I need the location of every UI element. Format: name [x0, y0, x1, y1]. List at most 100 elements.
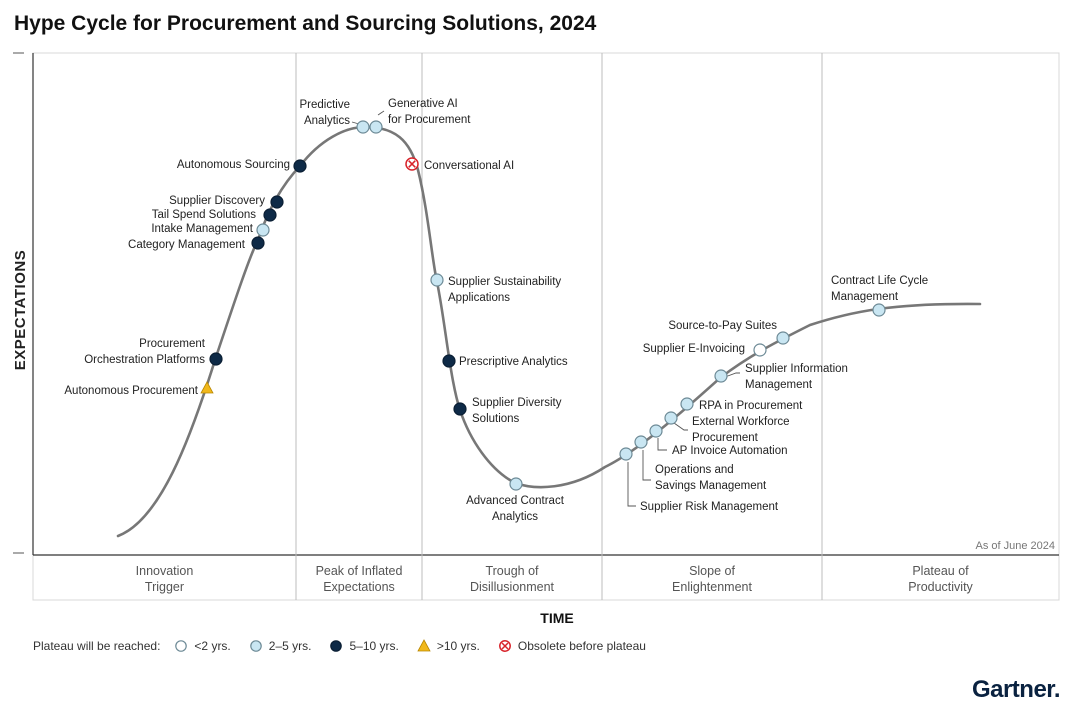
tech-intake-management: Intake Management [151, 223, 270, 237]
autonomous-sourcing-label: Autonomous Sourcing [177, 159, 290, 171]
legend-item-obsolete: Obsolete before plateau [498, 639, 646, 653]
intake-management-label: Intake Management [151, 223, 253, 235]
supplier-risk-management-label: Supplier Risk Management [640, 501, 779, 513]
advanced-contract-analytics-label: Advanced Contract Analytics [466, 495, 565, 523]
logo-text: Gartner [971, 676, 1054, 703]
rpa-in-procurement-marker [680, 397, 694, 411]
tech-supplier-e-invoicing: Supplier E-Invoicing [643, 343, 767, 357]
predictive-analytics-marker [356, 120, 370, 134]
legend-swatch-y2to5-icon [249, 640, 262, 652]
supplier-information-management-label: Supplier Information Management [745, 363, 848, 391]
supplier-risk-management-leader [627, 462, 636, 507]
legend-label-obsolete: Obsolete before plateau [517, 639, 646, 653]
generative-ai-for-procurement-marker [369, 120, 383, 134]
tech-source-to-pay-suites: Source-to-Pay Suites [668, 320, 790, 345]
phase-label-1: Innovation Trigger [136, 564, 194, 594]
predictive-analytics-label: Predictive Analytics [300, 99, 351, 127]
ap-invoice-automation-marker [649, 424, 663, 438]
tech-advanced-contract-analytics: Advanced Contract Analytics [466, 477, 565, 523]
tail-spend-solutions-label: Tail Spend Solutions [152, 209, 256, 221]
supplier-diversity-solutions-marker [453, 402, 467, 416]
generative-ai-for-procurement-label: Generative AI for Procurement [388, 98, 471, 126]
intake-management-marker [256, 223, 270, 237]
phase-label-2: Peak of Inflated Expectations [316, 564, 403, 594]
rpa-in-procurement-label: RPA in Procurement [699, 400, 803, 412]
legend-lead: Plateau will be reached: [33, 639, 161, 653]
supplier-risk-management-marker [619, 447, 633, 461]
category-management-label: Category Management [128, 239, 246, 251]
legend-item-y5to10: 5–10 yrs. [329, 639, 399, 653]
x-axis-label: TIME [540, 610, 573, 626]
tech-ap-invoice-automation: AP Invoice Automation [649, 424, 788, 457]
supplier-e-invoicing-marker [753, 343, 767, 357]
tail-spend-solutions-marker [263, 208, 277, 222]
supplier-e-invoicing-label: Supplier E-Invoicing [643, 343, 745, 355]
legend-obsolete-marker-x [501, 642, 509, 650]
source-to-pay-suites-label: Source-to-Pay Suites [668, 320, 777, 332]
legend-gt10-marker [417, 639, 431, 652]
tech-prescriptive-analytics: Prescriptive Analytics [442, 354, 568, 368]
tech-predictive-analytics: Predictive Analytics [300, 99, 370, 134]
contract-life-cycle-management-label: Contract Life Cycle Management [831, 275, 928, 303]
legend-item-lt2: <2 yrs. [174, 639, 231, 653]
generative-ai-for-procurement-leader [377, 110, 385, 116]
tech-contract-life-cycle-management: Contract Life Cycle Management [831, 275, 928, 317]
legend-lt2-marker [175, 640, 188, 652]
procurement-orchestration-platforms-marker [209, 352, 223, 366]
autonomous-procurement-marker [200, 381, 214, 394]
procurement-orchestration-platforms-label: Procurement Orchestration Platforms [84, 338, 206, 366]
tech-conversational-ai: Conversational AI [405, 157, 514, 172]
tech-operations-and-savings-management: Operations and Savings Management [634, 435, 767, 492]
phase-label-5: Plateau of Productivity [908, 564, 973, 594]
tech-external-workforce-procurement: External Workforce Procurement [664, 411, 790, 444]
supplier-information-management-marker [714, 369, 728, 383]
diagram-title: Hype Cycle for Procurement and Sourcing … [14, 12, 597, 35]
prescriptive-analytics-label: Prescriptive Analytics [459, 356, 568, 368]
tech-autonomous-sourcing: Autonomous Sourcing [177, 159, 307, 173]
legend-y2to5-marker [249, 640, 262, 652]
legend: Plateau will be reached: <2 yrs. 2–5 yrs.… [33, 639, 664, 653]
supplier-diversity-solutions-label: Supplier Diversity Solutions [472, 397, 562, 425]
as-of-date: As of June 2024 [975, 540, 1055, 552]
legend-swatch-lt2-icon [175, 640, 188, 652]
legend-label-y5to10: 5–10 yrs. [349, 639, 399, 653]
conversational-ai-label: Conversational AI [424, 160, 514, 172]
supplier-discovery-marker [270, 195, 284, 209]
operations-and-savings-management-marker [634, 435, 648, 449]
tech-autonomous-procurement: Autonomous Procurement [64, 381, 214, 397]
supplier-information-management-leader [724, 372, 740, 378]
tech-supplier-sustainability-applications: Supplier Sustainability Applications [430, 273, 561, 304]
contract-life-cycle-management-marker [872, 303, 886, 317]
prescriptive-analytics-marker [442, 354, 456, 368]
legend-swatch-y5to10-icon [330, 640, 343, 652]
external-workforce-procurement-marker [664, 411, 678, 425]
plot-frame [32, 52, 1060, 556]
ap-invoice-automation-label: AP Invoice Automation [672, 445, 788, 457]
external-workforce-procurement-leader [673, 422, 688, 431]
legend-label-lt2: <2 yrs. [194, 639, 231, 653]
conversational-ai-marker-x [408, 160, 416, 168]
legend-y5to10-marker [330, 640, 343, 652]
operations-and-savings-management-leader [642, 450, 651, 481]
tech-supplier-risk-management: Supplier Risk Management [619, 447, 779, 513]
supplier-discovery-label: Supplier Discovery [169, 195, 265, 207]
supplier-sustainability-applications-label: Supplier Sustainability Applications [448, 276, 561, 304]
tech-supplier-diversity-solutions: Supplier Diversity Solutions [453, 397, 562, 425]
autonomous-procurement-label: Autonomous Procurement [64, 385, 198, 397]
tech-supplier-discovery: Supplier Discovery [169, 195, 284, 209]
hype-curve [116, 125, 982, 538]
tech-tail-spend-solutions: Tail Spend Solutions [152, 208, 277, 222]
legend-items: <2 yrs. 2–5 yrs. 5–10 yrs. >10 yrs. Obsolete… [174, 639, 664, 653]
supplier-sustainability-applications-marker [430, 273, 444, 287]
category-management-marker [251, 236, 265, 250]
external-workforce-procurement-label: External Workforce Procurement [692, 416, 790, 444]
source-to-pay-suites-marker [776, 331, 790, 345]
advanced-contract-analytics-marker [509, 477, 523, 491]
legend-swatch-gt10-icon [417, 639, 431, 652]
tech-procurement-orchestration-platforms: Procurement Orchestration Platforms [84, 338, 223, 366]
phase-label-4: Slope of Enlightenment [672, 564, 752, 594]
tech-generative-ai-for-procurement: Generative AI for Procurement [369, 98, 471, 134]
gartner-logo: Gartner. [971, 676, 1061, 703]
legend-item-gt10: >10 yrs. [417, 639, 480, 653]
autonomous-sourcing-marker [293, 159, 307, 173]
